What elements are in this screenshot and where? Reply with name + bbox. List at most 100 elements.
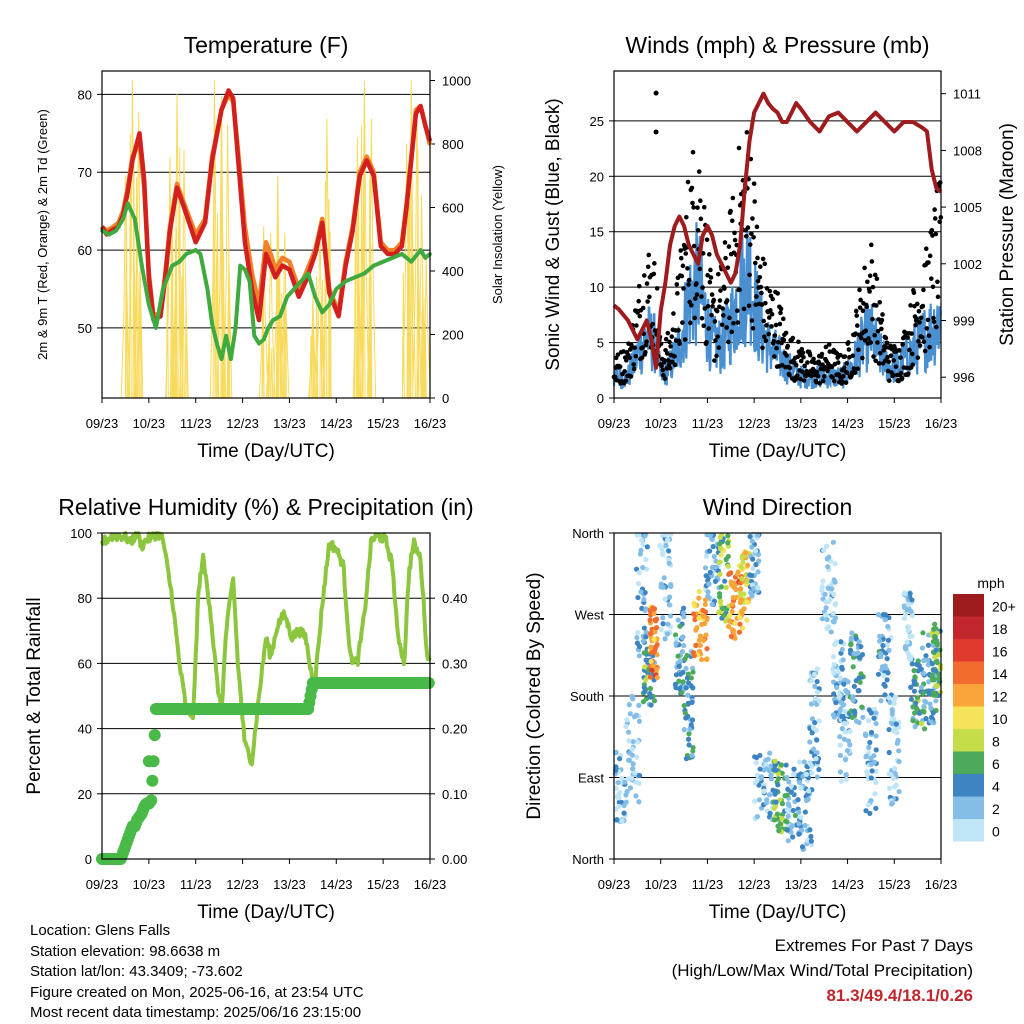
gust-point [844, 361, 849, 366]
gust-point [653, 90, 659, 96]
direction-point [766, 792, 773, 798]
dewpoint-point [313, 294, 318, 299]
direction-point [703, 632, 709, 638]
dewpoint-point [161, 287, 165, 291]
direction-point [886, 695, 892, 701]
direction-point [647, 685, 654, 692]
direction-point [775, 776, 781, 782]
gust-point [631, 366, 637, 372]
gust-point [732, 237, 738, 243]
dewpoint-point [287, 292, 292, 296]
dewpoint-point [123, 209, 128, 213]
gust-point [907, 347, 912, 353]
direction-point [747, 533, 753, 540]
direction-point [873, 720, 879, 727]
gust-point [685, 266, 690, 271]
dewpoint-point [327, 302, 332, 307]
direction-point [821, 547, 827, 553]
gust-point [785, 343, 791, 349]
gust-point [684, 214, 689, 220]
gust-point [935, 294, 941, 300]
direction-point [633, 793, 639, 799]
gust-point [826, 342, 832, 347]
direction-point [709, 536, 715, 543]
dewpoint-point [322, 307, 327, 312]
gust-point [701, 323, 706, 329]
station-pressure-series [612, 91, 943, 370]
direction-point [693, 642, 699, 648]
direction-point [633, 779, 639, 785]
direction-point [763, 800, 770, 806]
direction-point [636, 569, 642, 576]
direction-point [844, 748, 851, 754]
humidity-y2tick-label: 0.30 [442, 656, 467, 671]
direction-point [844, 690, 850, 696]
gust-point [811, 356, 816, 362]
dewpoint-point [219, 357, 224, 361]
station-location: Location: Glens Falls [30, 922, 171, 939]
direction-point [702, 597, 709, 603]
winds-y2tick-label: 996 [953, 370, 975, 385]
direction-point [718, 552, 724, 558]
direction-point [847, 742, 853, 748]
colorbar-swatch [953, 594, 984, 617]
direction-point [651, 610, 657, 617]
direction-point [624, 788, 630, 795]
direction-point [858, 643, 864, 650]
winds-ytick-label: 20 [590, 169, 604, 184]
direction-point [824, 556, 830, 562]
winds-y2tick-label: 1005 [953, 200, 982, 215]
gust-point [617, 364, 623, 370]
direction-point [923, 716, 929, 722]
direction-point [710, 543, 716, 550]
direction-point [707, 569, 713, 576]
direction-point [843, 776, 849, 783]
gust-point [815, 373, 821, 379]
gust-point [877, 300, 883, 305]
gust-point [709, 292, 715, 297]
gust-point [854, 323, 860, 328]
gust-point [707, 279, 713, 285]
gust-point [801, 378, 807, 383]
extremes-values: 81.3/49.4/18.1/0.26 [826, 986, 973, 1005]
direction-ytick-label: West [575, 608, 605, 623]
humidity-frame [101, 532, 431, 860]
direction-point [848, 642, 854, 648]
direction-point [837, 742, 843, 748]
direction-point [681, 605, 687, 611]
direction-point [838, 778, 844, 784]
direction-point [867, 810, 873, 816]
direction-point [924, 657, 931, 663]
gust-point [718, 288, 723, 293]
humidity-ytick-label: 60 [78, 656, 92, 671]
direction-point [643, 556, 649, 563]
direction-point [616, 795, 622, 801]
direction-point [643, 634, 649, 640]
gust-point [682, 337, 688, 342]
direction-point [717, 594, 723, 600]
direction-point [630, 761, 636, 767]
direction-point [660, 621, 666, 627]
gust-point [929, 227, 935, 233]
direction-point [877, 638, 883, 644]
gust-point [884, 345, 889, 350]
direction-point [623, 723, 629, 730]
humidity-xtick-label: 11/23 [180, 877, 212, 892]
gust-point [773, 322, 779, 328]
dewpoint-point [292, 287, 296, 291]
direction-point [684, 675, 691, 681]
temperature-xtick-label: 13/23 [273, 416, 306, 431]
direction-point [744, 578, 750, 585]
direction-point [779, 816, 785, 822]
direction-point [858, 671, 864, 677]
direction-point [816, 698, 822, 704]
direction-point [772, 791, 778, 797]
humidity-ylabel: Percent & Total Rainfall [24, 597, 45, 794]
direction-point [831, 661, 837, 668]
direction-point [644, 544, 650, 550]
gust-point [711, 297, 717, 303]
gust-point [690, 200, 695, 206]
gust-point [772, 354, 777, 359]
direction-point [865, 802, 872, 808]
direction-point [647, 674, 654, 680]
